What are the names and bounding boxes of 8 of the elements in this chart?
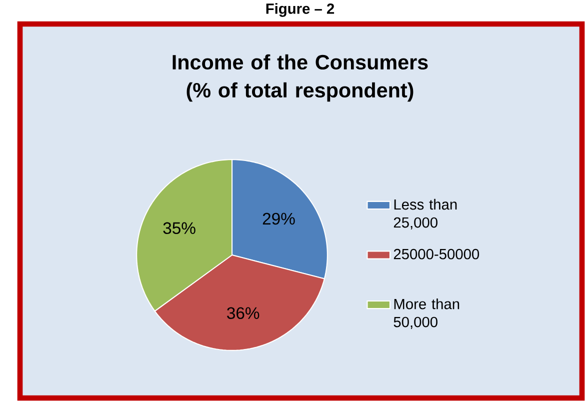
data-label: 29% [262,212,295,225]
legend-label: More than 50,000 [394,298,460,329]
text: Figure – 2 [266,3,334,17]
legend-label: 25000-50000 [394,248,480,260]
legend-label: Less than 25,000 [394,198,457,230]
data-label: 36% [227,307,260,320]
chart-title: Income of the Consumers (% of total respondent) [172,54,428,102]
data-label: 35% [163,222,196,234]
